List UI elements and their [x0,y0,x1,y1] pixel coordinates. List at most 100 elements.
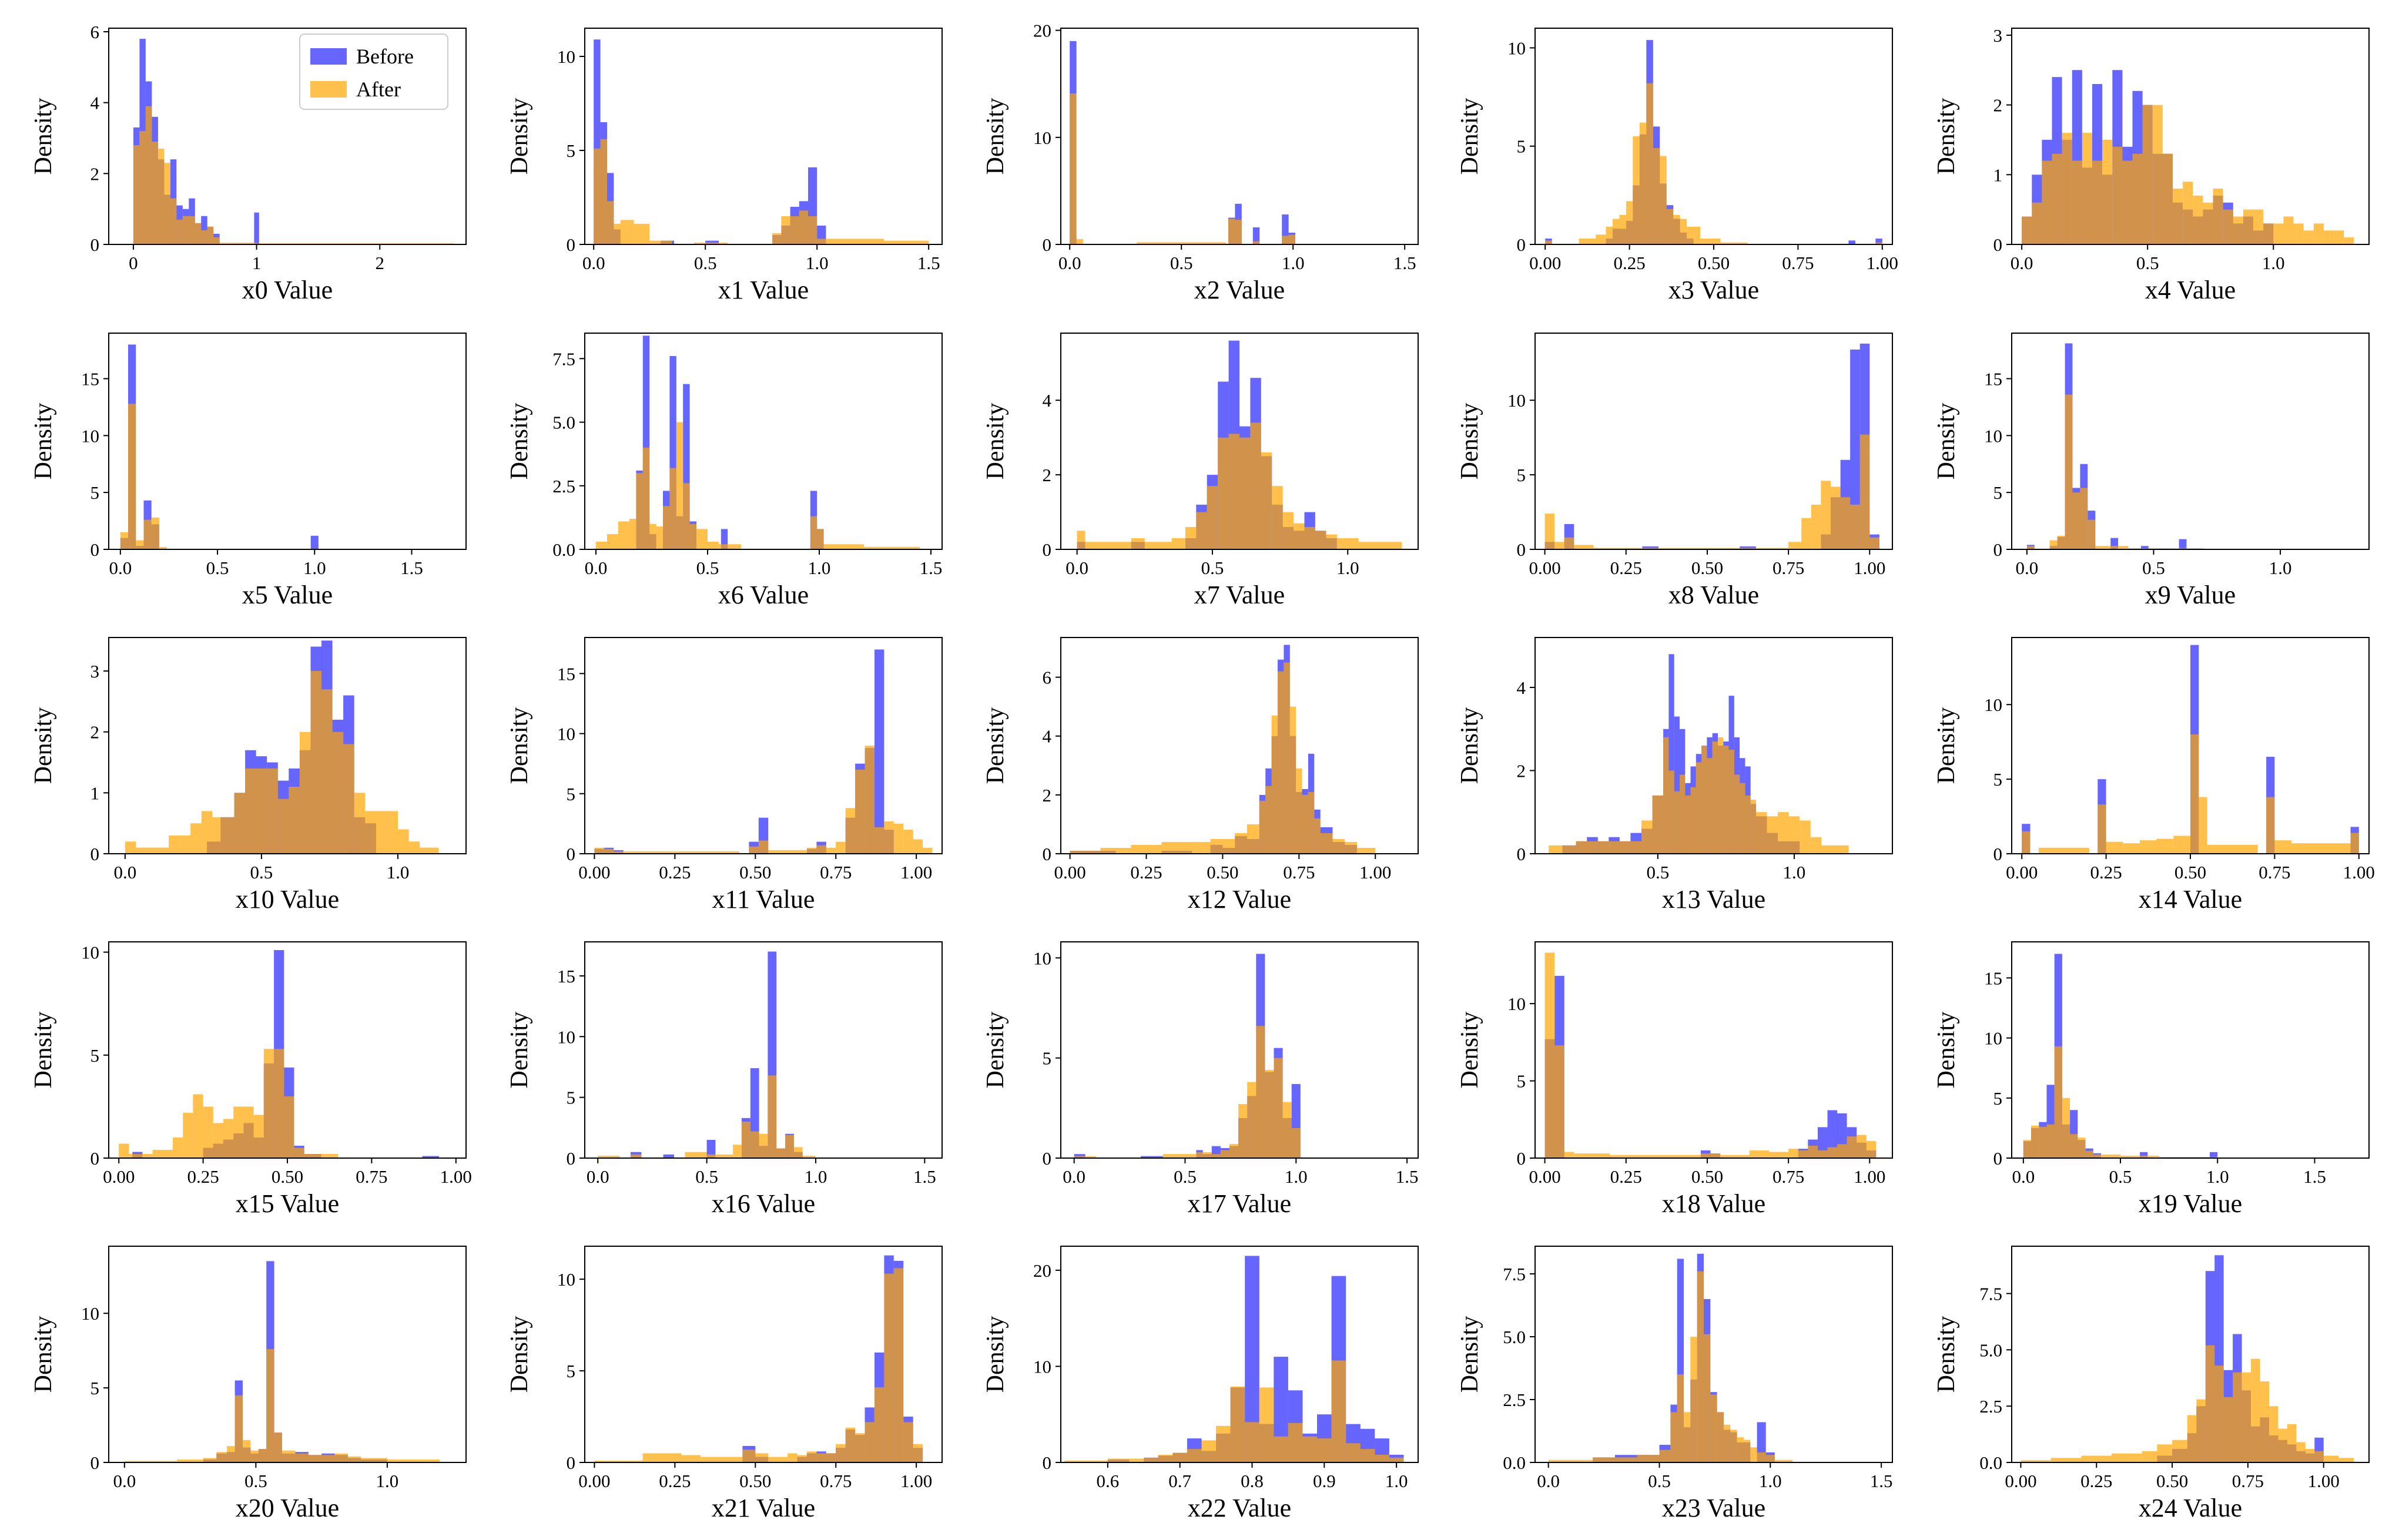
histogram-bar-before [2210,1152,2218,1158]
histogram-bar-after [656,526,663,549]
histogram-bar-after [2162,153,2173,244]
histogram-bar-after [1745,795,1751,854]
histogram-bar-after [2313,223,2324,244]
histogram-bar-after [1296,768,1302,854]
histogram-bar-after [1211,1154,1221,1158]
histogram-bar-after [207,226,214,244]
histogram-bar-after [864,546,920,549]
y-tick-label: 10 [557,1026,575,1047]
histogram-bar-after [1633,136,1640,244]
histogram-bar-after [808,216,817,244]
histogram-bar-after [1646,83,1653,244]
y-tick-label: 0 [1517,844,1526,864]
histogram-bar-after [797,1455,807,1462]
histogram-bar-after [2098,804,2106,854]
y-tick-label: 5 [91,1045,100,1066]
histogram-bar-after [2223,1397,2233,1462]
histogram-bar-after [213,237,220,244]
histogram-bar-after [133,145,140,244]
histogram-bar-after [1320,833,1333,854]
histogram-bar-after [1346,1443,1361,1462]
histogram-bar-after [1660,156,1667,244]
histogram-bar-after [158,149,165,244]
x-tick-label: 0.0 [2011,253,2033,273]
x-tick-label: 0 [129,253,138,273]
y-tick-label: 0.0 [552,539,575,560]
axes-frame [1534,333,1893,550]
histogram-bar-after [607,201,614,244]
subplot-x23: 0.0 0.5 1.0 1.5 0.0 2.5 5.0 7.5 x23 Value Density [1456,1246,1893,1522]
histogram-bar-after [2052,153,2062,244]
histogram-bar-after [1554,1045,1564,1158]
histogram-bar-after [2344,237,2354,244]
x-axis-label: x12 Value [1188,885,1291,914]
histogram-bar-after [1653,148,1660,244]
legend-swatch-before [310,48,347,65]
y-tick-label: 10 [1984,694,2002,715]
y-axis-label: Density [1933,707,1960,784]
histogram-bar-after [1684,1412,1691,1462]
histogram-bar-after [1723,746,1729,854]
x-tick-label: 0.00 [2005,1471,2036,1491]
histogram-bar-after [676,422,683,549]
histogram-bar-after [793,1147,803,1158]
y-tick-label: 4 [1043,390,1052,411]
legend-label-before: Before [356,45,414,68]
y-axis-label: Density [506,1012,533,1089]
histogram-bar-after [623,851,739,854]
x-axis-label: x11 Value [712,885,815,914]
y-tick-label: 0 [91,539,100,560]
y-tick-label: 10 [1033,1356,1051,1377]
x-tick-label: 0.5 [1201,558,1224,578]
y-tick-label: 4 [1517,677,1526,698]
histogram-bar-after [1220,1150,1229,1158]
histogram-bar-after [1077,531,1085,549]
y-axis-label: Density [1933,1316,1960,1393]
histogram-bar-after [145,106,152,244]
x-tick-label: 1.0 [2206,1166,2229,1187]
y-tick-label: 5.0 [552,412,575,433]
histogram-bar-after [310,671,322,854]
x-axis-label: x10 Value [236,885,339,914]
histogram-bar-after [1718,737,1724,854]
histogram-bar-after [719,544,741,549]
histogram-bar-after [2046,1124,2055,1158]
histogram-bar-after [308,1455,322,1462]
y-axis-label: Density [1456,707,1483,784]
histogram-bar-after [1144,542,1172,549]
histogram-bar-after [1798,1150,1808,1158]
histogram-bar-after [420,847,439,854]
histogram-bar-before [594,39,601,244]
histogram-bar-after [1597,841,1620,854]
histogram-bar-after [1811,504,1821,549]
axes-frame [2011,28,2370,245]
histogram-bar-after [1666,209,1674,244]
histogram-bar-after [1196,1152,1212,1158]
y-tick-label: 2 [1043,465,1052,485]
subplot-x11: 0.00 0.25 0.50 0.75 1.00 0 5 10 15 x11 Value Densi… [506,637,943,914]
histogram-bar-after [594,148,601,244]
histogram-bar-after [1375,1454,1389,1462]
histogram-bar-before [1668,654,1674,854]
histogram-bar-after [274,1049,284,1158]
x-tick-label: 0.50 [1698,253,1730,273]
y-axis-label: Density [1456,1316,1483,1393]
y-axis-label: Density [982,1012,1009,1089]
histogram-bar-after [1548,1460,1593,1462]
histogram-bar-after [1701,746,1707,854]
histogram-bar-after [694,242,728,244]
histogram-bar-after [1308,791,1315,854]
histogram-bar-before [1141,1156,1163,1158]
y-tick-label: 10 [1033,128,1051,148]
x-tick-label: 0.0 [109,558,132,578]
x-tick-label: 1.00 [900,862,932,883]
y-tick-label: 10 [557,724,575,744]
y-tick-label: 5 [1993,769,2003,790]
histogram-bar-after [826,1453,836,1462]
x-tick-label: 0.5 [206,558,229,578]
histogram-bar-after [2207,844,2258,854]
histogram-bar-after [189,216,195,244]
histogram-bar-after [2183,182,2193,244]
x-tick-label: 0.75 [820,1471,852,1491]
